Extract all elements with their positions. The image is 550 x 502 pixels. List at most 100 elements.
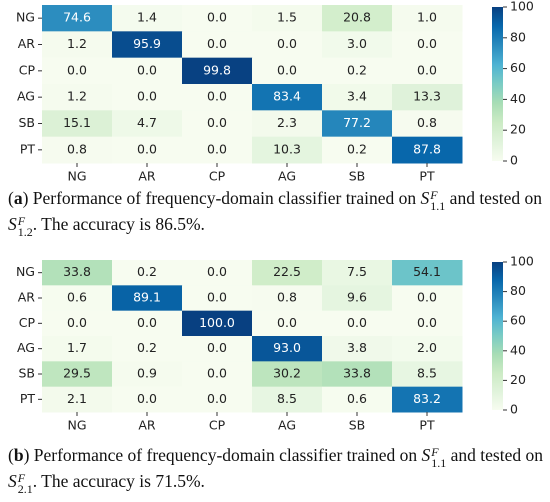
cell (322, 310, 393, 337)
cell (322, 84, 393, 111)
cell-label: 0.0 (207, 141, 227, 156)
cell-label: 20.8 (343, 10, 371, 25)
colorbar-tick-label: 60 (510, 313, 526, 328)
cell-label: 77.2 (343, 115, 371, 130)
y-tick-label: NG (16, 264, 35, 279)
cell (42, 310, 113, 337)
cell (112, 386, 183, 413)
cell-label: 0.0 (207, 36, 227, 51)
cell (392, 5, 463, 32)
cell (252, 386, 323, 413)
cell (42, 57, 113, 85)
cell (182, 57, 253, 85)
cell-label: 0.0 (137, 89, 157, 104)
cell (322, 31, 393, 59)
cell (322, 110, 393, 138)
x-tick-label: AG (278, 418, 296, 433)
cell (252, 361, 323, 388)
heatmap: 33.8 0.2 0.0 22.5 7.5 54.1 0.6 89.1 0.0 0.8 9.6 0.0… (16, 255, 534, 433)
cell-label: 0.0 (277, 62, 297, 77)
cell (182, 110, 253, 138)
caption-text: a (13, 188, 23, 208)
cell-label: 15.1 (63, 115, 91, 130)
cell-label: 0.0 (417, 290, 437, 305)
cell-label: 0.0 (207, 290, 227, 305)
cell (182, 386, 253, 413)
cell (392, 84, 463, 111)
cell (322, 5, 393, 32)
cell-label: 0.0 (137, 315, 157, 330)
cell-label: 0.8 (277, 290, 297, 305)
symbol-sub: 1.1 (430, 199, 446, 213)
cell (252, 57, 323, 85)
cell-label: 0.0 (137, 391, 157, 406)
cell-label: 0.0 (137, 62, 157, 77)
cell (112, 57, 183, 85)
colorbar-tick-label: 80 (510, 283, 526, 298)
x-tick-label: NG (67, 418, 86, 433)
x-tick-label: CP (209, 418, 226, 433)
cell (252, 260, 323, 286)
y-tick-label: AR (18, 36, 36, 51)
cell-label: 0.9 (137, 366, 157, 381)
cell (392, 310, 463, 337)
cell (182, 31, 253, 59)
colorbar (492, 7, 503, 161)
cell-label: 0.0 (417, 36, 437, 51)
cell-label: 8.5 (417, 366, 437, 381)
cell-label: 3.4 (347, 89, 367, 104)
cell (322, 136, 393, 164)
colorbar-tick-label: 40 (510, 91, 526, 106)
y-tick-label: CP (19, 315, 36, 330)
x-tick-label: SB (349, 169, 366, 183)
x-tick-label: AR (138, 418, 156, 433)
cell-label: 0.2 (347, 141, 367, 156)
cell-label: 30.2 (273, 366, 301, 381)
cell (322, 361, 393, 388)
cell (182, 361, 253, 388)
cell (42, 136, 113, 164)
cell (112, 84, 183, 111)
cell-label: 29.5 (63, 366, 91, 381)
y-tick-label: NG (16, 10, 35, 25)
cell (42, 386, 113, 413)
caption-text: . The accuracy is 86.5%. (32, 214, 205, 234)
cell (392, 361, 463, 388)
cell-label: 4.7 (137, 115, 157, 130)
colorbar-tick-label: 20 (510, 122, 526, 137)
cell (252, 5, 323, 32)
caption-symbol: S (421, 445, 431, 465)
cell-label: 0.0 (417, 62, 437, 77)
caption: (a) Performance of frequency-domain clas… (8, 186, 546, 238)
cell-label: 0.0 (207, 264, 227, 279)
y-tick-label: PT (20, 391, 36, 406)
cell (42, 110, 113, 138)
cell-label: 0.2 (137, 340, 157, 355)
cell-label: 0.0 (207, 10, 227, 25)
caption-text: ( (8, 445, 14, 465)
cell (112, 110, 183, 138)
cell (42, 31, 113, 59)
cell-label: 1.2 (67, 36, 87, 51)
symbol-sub: 2.1 (17, 482, 33, 496)
cell (322, 260, 393, 286)
colorbar-tick-label: 0 (510, 402, 518, 417)
x-tick-label: AR (138, 169, 156, 183)
cell-label: 99.8 (203, 62, 231, 77)
cell (182, 310, 253, 337)
cell-label: 1.0 (417, 10, 437, 25)
cell-label: 0.6 (347, 391, 367, 406)
cell (252, 110, 323, 138)
cell (322, 285, 393, 312)
cell (252, 84, 323, 111)
cell-label: 0.0 (207, 391, 227, 406)
cell (252, 136, 323, 164)
cell-label: 0.0 (137, 141, 157, 156)
caption: (b) Performance of frequency-domain clas… (8, 443, 546, 495)
cell-label: 0.0 (207, 340, 227, 355)
cell (112, 136, 183, 164)
cell-label: 95.9 (133, 36, 161, 51)
y-tick-label: PT (20, 141, 36, 156)
y-tick-label: SB (18, 115, 35, 130)
